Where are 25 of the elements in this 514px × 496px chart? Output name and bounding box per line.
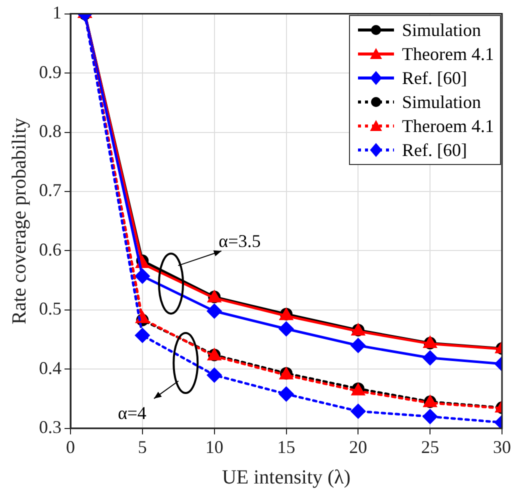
y-tick-label: 0.5 — [39, 298, 62, 319]
x-tick-label: 25 — [421, 436, 440, 457]
x-tick-label: 15 — [277, 436, 296, 457]
y-tick-label: 0.9 — [39, 62, 62, 82]
legend-label: Simulation — [402, 18, 482, 42]
y-tick-label: 0.6 — [39, 239, 62, 260]
x-axis-title: UE intensity (λ) — [222, 466, 351, 488]
x-tick-label: 20 — [349, 436, 368, 457]
y-tick-label: 0.8 — [39, 120, 62, 141]
legend-label: Ref. [60] — [402, 138, 467, 162]
y-tick-label: 0.7 — [39, 180, 62, 200]
x-tick-label: 0 — [66, 436, 75, 457]
legend-label: Ref. [60] — [402, 66, 467, 90]
y-tick-label: 0.3 — [39, 417, 62, 438]
x-tick-label: 5 — [138, 436, 147, 457]
legend-label: Simulation — [402, 90, 482, 114]
x-tick-label: 30 — [493, 436, 511, 457]
x-tick-label: 10 — [205, 436, 224, 457]
annotation: α=4 — [118, 403, 146, 424]
y-tick-label: 0.4 — [39, 358, 62, 378]
legend-label: Theorem 4.1 — [402, 42, 494, 66]
legend-label: Theroem 4.1 — [402, 114, 494, 138]
y-axis-title: Rate coverage probability — [8, 118, 30, 324]
annotation: α=3.5 — [218, 231, 261, 252]
y-tick-label: 1 — [52, 2, 62, 23]
